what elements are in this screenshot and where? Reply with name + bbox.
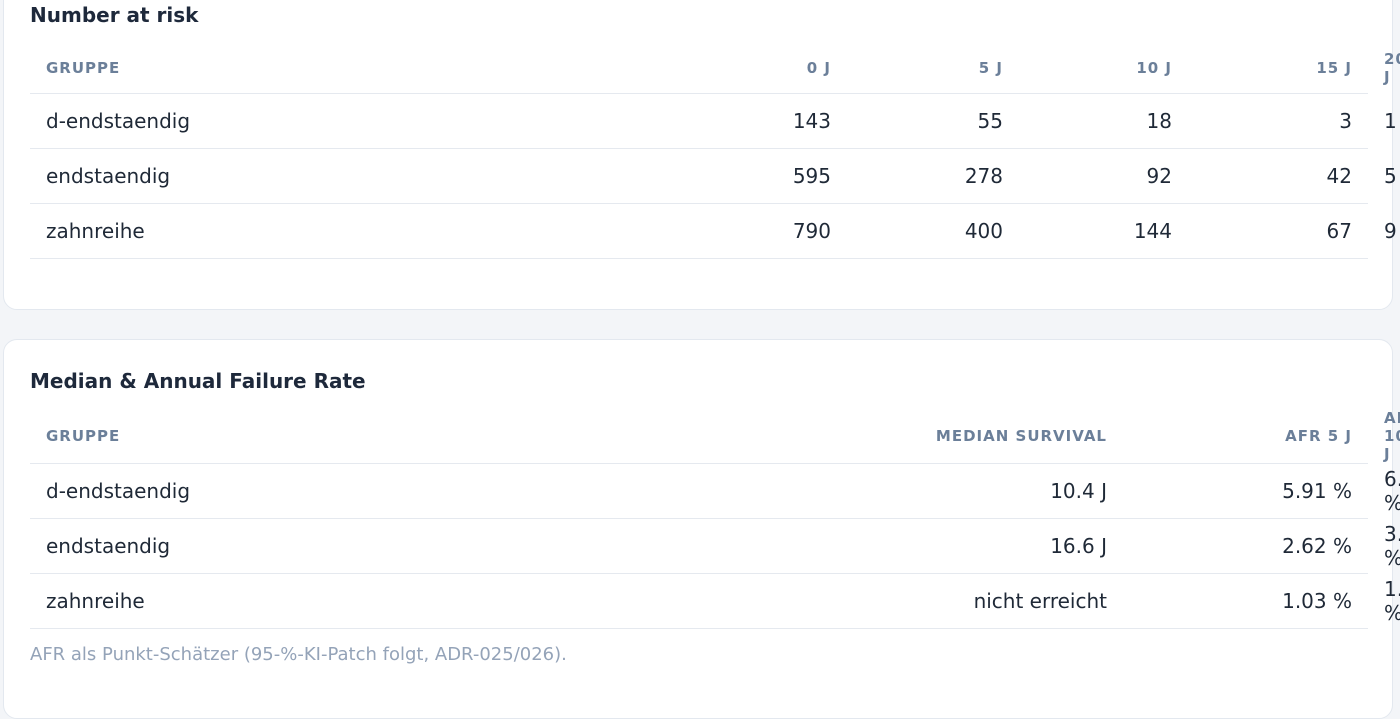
value-cell: 278 xyxy=(847,148,1019,204)
value-cell: 42 xyxy=(1188,148,1368,204)
value-cell: 790 xyxy=(663,203,847,259)
card-title: Number at risk xyxy=(30,3,199,27)
page: {"tables": [ {"title": "Number at risk",… xyxy=(3,0,1400,719)
value-cell: 67 xyxy=(1188,203,1368,259)
value-cell: 595 xyxy=(663,148,847,204)
group-cell: zahnreihe xyxy=(30,573,890,629)
group-cell: d-endstaendig xyxy=(30,93,663,149)
card-title: Median & Annual Failure Rate xyxy=(30,369,366,393)
value-cell: 55 xyxy=(847,93,1019,149)
column-header: GRUPPE xyxy=(30,409,890,464)
column-header: 0 J xyxy=(663,43,847,94)
value-cell: 1.03 % xyxy=(1123,573,1368,629)
table-row: d-endstaendig 143 55 18 3 1 xyxy=(30,93,1397,149)
column-header: AFR 5 J xyxy=(1123,409,1368,464)
value-cell: 10.4 J xyxy=(890,463,1123,519)
table-row: zahnreihe 790 400 144 67 9 xyxy=(30,203,1397,259)
value-cell: 16.6 J xyxy=(890,518,1123,574)
column-header: 10 J xyxy=(1019,43,1188,94)
column-header: MEDIAN SURVIVAL xyxy=(890,409,1123,464)
group-cell: d-endstaendig xyxy=(30,463,890,519)
card: Median & Annual Failure Rate GRUPPE MEDIA… xyxy=(3,339,1400,719)
group-cell: endstaendig xyxy=(30,148,663,204)
value-cell: 5.91 % xyxy=(1123,463,1368,519)
value-cell: 2.62 % xyxy=(1123,518,1368,574)
column-header: 15 J xyxy=(1188,43,1368,94)
column-header: GRUPPE xyxy=(30,43,663,94)
value-cell: 143 xyxy=(663,93,847,149)
column-header: 5 J xyxy=(847,43,1019,94)
value-cell: 3 xyxy=(1188,93,1368,149)
group-cell: zahnreihe xyxy=(30,203,663,259)
value-cell: 144 xyxy=(1019,203,1188,259)
value-cell: 92 xyxy=(1019,148,1188,204)
footnote: AFR als Punkt-Schätzer (95-%-KI-Patch fo… xyxy=(30,644,567,665)
value-cell: 400 xyxy=(847,203,1019,259)
value-cell: nicht erreicht xyxy=(890,573,1123,629)
group-cell: endstaendig xyxy=(30,518,890,574)
value-cell: 18 xyxy=(1019,93,1188,149)
table-row: endstaendig 595 278 92 42 5 xyxy=(30,148,1397,204)
